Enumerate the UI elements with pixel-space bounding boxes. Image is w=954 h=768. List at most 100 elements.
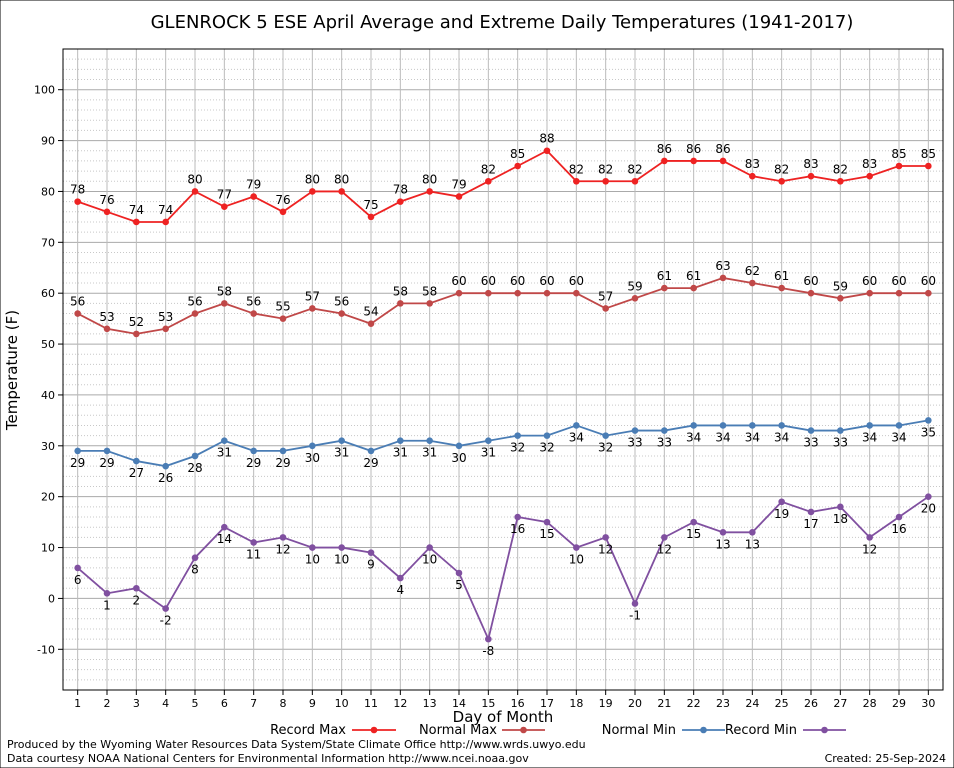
data-point bbox=[866, 289, 873, 297]
data-point bbox=[103, 590, 111, 597]
data-label: 16 bbox=[510, 522, 525, 536]
data-label: 80 bbox=[334, 172, 349, 186]
data-label: 82 bbox=[481, 162, 496, 176]
data-label: 83 bbox=[803, 157, 818, 171]
data-label: 74 bbox=[158, 203, 173, 217]
data-point bbox=[367, 320, 375, 328]
data-point bbox=[367, 549, 375, 556]
x-tick-label: 6 bbox=[221, 697, 228, 710]
data-label: 82 bbox=[598, 162, 613, 176]
data-label: 60 bbox=[451, 274, 466, 288]
data-label: 60 bbox=[569, 274, 584, 288]
data-label: 31 bbox=[481, 446, 496, 460]
data-label: 20 bbox=[921, 502, 936, 516]
data-point bbox=[661, 284, 668, 292]
data-point bbox=[661, 427, 668, 434]
data-point bbox=[485, 437, 492, 445]
data-point bbox=[133, 457, 140, 465]
data-point bbox=[661, 157, 668, 165]
data-point bbox=[74, 447, 81, 455]
data-label: 13 bbox=[715, 537, 730, 551]
data-point bbox=[455, 289, 463, 297]
data-label: 30 bbox=[451, 451, 466, 465]
data-label: 32 bbox=[539, 441, 554, 455]
data-label: 16 bbox=[891, 522, 906, 536]
legend-label: Record Max bbox=[270, 723, 346, 738]
data-label: 76 bbox=[275, 193, 290, 207]
data-label: 74 bbox=[129, 203, 144, 217]
data-point bbox=[719, 157, 727, 165]
data-label: 10 bbox=[569, 553, 584, 567]
data-label: 80 bbox=[422, 172, 437, 186]
data-point bbox=[250, 539, 257, 546]
data-label: 15 bbox=[539, 527, 554, 541]
y-tick-label: 40 bbox=[41, 389, 55, 402]
x-tick-label: 8 bbox=[280, 697, 287, 710]
data-label: 83 bbox=[862, 157, 877, 171]
data-label: 33 bbox=[833, 436, 848, 450]
data-point bbox=[807, 289, 815, 297]
data-label: 56 bbox=[187, 295, 202, 309]
x-tick-label: 25 bbox=[775, 697, 789, 710]
data-label: 86 bbox=[657, 142, 672, 156]
data-point bbox=[162, 605, 169, 612]
data-label: 53 bbox=[158, 310, 173, 324]
data-point bbox=[866, 422, 873, 429]
y-tick-label: 30 bbox=[41, 440, 55, 453]
data-point bbox=[514, 289, 521, 297]
data-label: 60 bbox=[921, 274, 936, 288]
data-label: 26 bbox=[158, 471, 173, 485]
x-tick-label: 2 bbox=[104, 697, 111, 710]
data-point bbox=[338, 544, 345, 551]
x-tick-label: 9 bbox=[309, 697, 316, 710]
data-label: 11 bbox=[246, 547, 261, 561]
data-point bbox=[778, 498, 785, 506]
data-point bbox=[543, 432, 551, 439]
y-tick-label: 0 bbox=[48, 592, 55, 605]
x-tick-label: 18 bbox=[569, 697, 583, 710]
data-label: 13 bbox=[745, 537, 760, 551]
data-label: 56 bbox=[334, 295, 349, 309]
data-point bbox=[778, 284, 785, 292]
data-label: 34 bbox=[745, 430, 760, 444]
data-label: 30 bbox=[305, 451, 320, 465]
data-point bbox=[250, 310, 257, 317]
data-label: 31 bbox=[217, 446, 232, 460]
data-point bbox=[74, 564, 81, 572]
data-point bbox=[485, 635, 492, 643]
x-tick-label: 4 bbox=[162, 697, 169, 710]
data-point bbox=[514, 513, 521, 521]
y-tick-label: 60 bbox=[41, 287, 55, 300]
series-record-max: 78 76 74 74 80 77 79 76 80 80 75 78 80 79 82 85 88 82 82 82… bbox=[70, 132, 936, 226]
data-label: 82 bbox=[569, 162, 584, 176]
data-label: 59 bbox=[833, 279, 848, 293]
y-tick-label: 100 bbox=[34, 84, 55, 97]
data-point bbox=[807, 508, 815, 516]
data-label: 33 bbox=[627, 436, 642, 450]
data-label: 32 bbox=[598, 441, 613, 455]
data-label: 76 bbox=[99, 193, 114, 207]
y-axis-label: Temperature (F) bbox=[3, 310, 21, 431]
legend-label: Record Min bbox=[725, 723, 797, 738]
data-point bbox=[485, 177, 492, 185]
data-label: 27 bbox=[129, 466, 144, 480]
data-point bbox=[807, 172, 815, 180]
x-tick-label: 19 bbox=[599, 697, 613, 710]
x-tick-label: 12 bbox=[393, 697, 407, 710]
data-point bbox=[866, 172, 873, 180]
data-label: 34 bbox=[715, 430, 730, 444]
data-point bbox=[837, 177, 844, 185]
data-point bbox=[749, 422, 756, 429]
data-label: 34 bbox=[891, 430, 906, 444]
data-point bbox=[279, 447, 287, 455]
y-tick-label: 80 bbox=[41, 185, 55, 198]
data-point bbox=[602, 432, 609, 439]
data-label: 4 bbox=[397, 583, 405, 597]
legend-item-normal-max: Normal Max bbox=[419, 723, 545, 738]
data-label: 34 bbox=[774, 430, 789, 444]
data-label: 58 bbox=[393, 284, 408, 298]
data-point bbox=[162, 325, 169, 333]
data-point bbox=[573, 177, 580, 185]
data-point bbox=[74, 198, 81, 205]
